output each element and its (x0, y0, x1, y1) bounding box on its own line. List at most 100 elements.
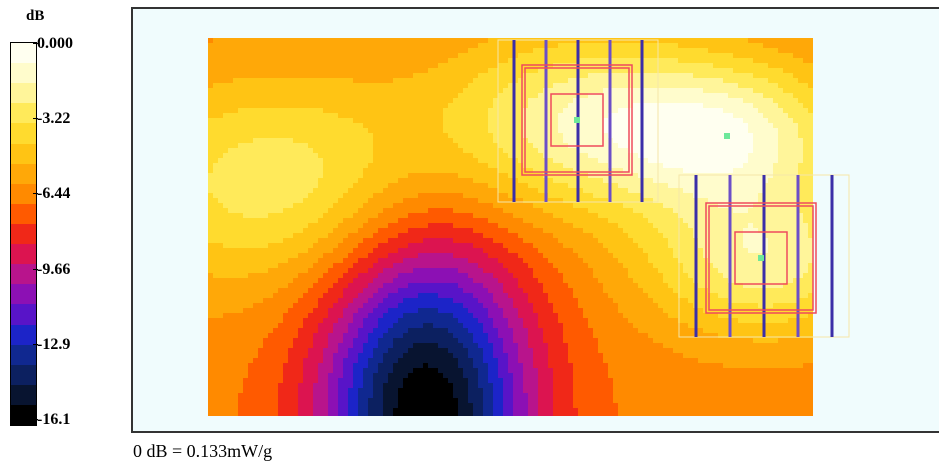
heatmap-cell (783, 198, 789, 204)
heatmap-cell (313, 118, 319, 124)
heatmap-cell (663, 83, 669, 89)
heatmap-cell (428, 153, 434, 159)
heatmap-cell (688, 203, 694, 209)
heatmap-cell (663, 138, 669, 144)
heatmap-cell (648, 108, 654, 114)
heatmap-cell (218, 78, 224, 84)
heatmap-cell (748, 178, 754, 184)
heatmap-cell (368, 228, 374, 234)
heatmap-cell (553, 218, 559, 224)
heatmap-cell (263, 153, 269, 159)
heatmap-cell (378, 118, 384, 124)
heatmap-cell (783, 98, 789, 104)
heatmap-cell (793, 133, 799, 139)
heatmap-cell (683, 228, 689, 234)
heatmap-cell (798, 43, 804, 49)
heatmap-cell (283, 83, 289, 89)
heatmap-cell (453, 178, 459, 184)
heatmap-cell (508, 133, 514, 139)
heatmap-cell (393, 188, 399, 194)
heatmap-cell (738, 53, 744, 59)
heatmap-cell (413, 238, 419, 244)
heatmap-cell (573, 163, 579, 169)
heatmap-cell (233, 103, 239, 109)
heatmap-cell (668, 178, 674, 184)
heatmap-cell (513, 138, 519, 144)
heatmap-cell (433, 158, 439, 164)
heatmap-cell (443, 198, 449, 204)
heatmap-cell (343, 53, 349, 59)
heatmap-cell (648, 98, 654, 104)
heatmap-cell (773, 88, 779, 94)
heatmap-cell (678, 58, 684, 64)
heatmap-cell (718, 183, 724, 189)
heatmap-cell (293, 48, 299, 54)
heatmap-cell (213, 228, 219, 234)
heatmap-cell (353, 213, 359, 219)
heatmap-cell (588, 188, 594, 194)
heatmap-cell (718, 48, 724, 54)
heatmap-cell (323, 133, 329, 139)
heatmap-cell (703, 183, 709, 189)
heatmap-cell (703, 48, 709, 54)
heatmap-cell (598, 213, 604, 219)
heatmap-cell (458, 173, 464, 179)
heatmap-cell (373, 178, 379, 184)
heatmap-cell (653, 113, 659, 119)
heatmap-cell (388, 158, 394, 164)
heatmap-cell (798, 83, 804, 89)
heatmap-cell (593, 38, 599, 44)
heatmap-cell (473, 98, 479, 104)
heatmap-cell (273, 148, 279, 154)
heatmap-cell (738, 48, 744, 54)
heatmap-cell (553, 118, 559, 124)
heatmap-cell (528, 168, 534, 174)
heatmap-cell (788, 148, 794, 154)
heatmap-cell (388, 218, 394, 224)
heatmap-cell (533, 58, 539, 64)
heatmap-cell (688, 88, 694, 94)
heatmap-cell (808, 113, 813, 119)
heatmap-cell (323, 38, 329, 44)
heatmap-cell (773, 213, 779, 219)
heatmap-cell (243, 108, 249, 114)
heatmap-cell (453, 128, 459, 134)
heatmap-cell (298, 88, 304, 94)
heatmap-cell (253, 38, 259, 44)
heatmap-cell (573, 103, 579, 109)
heatmap-cell (628, 168, 634, 174)
heatmap-cell (258, 73, 264, 79)
heatmap-cell (708, 133, 714, 139)
heatmap-cell (413, 203, 419, 209)
heatmap-cell (293, 188, 299, 194)
heatmap-cell (638, 223, 644, 229)
heatmap-cell (528, 73, 534, 79)
heatmap-cell (613, 93, 619, 99)
heatmap-cell (773, 158, 779, 164)
heatmap-cell (398, 203, 404, 209)
heatmap-cell (503, 238, 509, 244)
heatmap-cell (568, 193, 574, 199)
heatmap-cell (588, 193, 594, 199)
heatmap-cell (218, 233, 224, 239)
heatmap-cell (668, 38, 674, 44)
heatmap-cell (683, 43, 689, 49)
heatmap-cell (558, 188, 564, 194)
heatmap-cell (323, 123, 329, 129)
heatmap-cell (793, 93, 799, 99)
heatmap-cell (558, 48, 564, 54)
heatmap-cell (773, 108, 779, 114)
heatmap-cell (388, 153, 394, 159)
heatmap-cell (698, 38, 704, 44)
heatmap-cell (268, 153, 274, 159)
heatmap-cell (798, 163, 804, 169)
heatmap-cell (383, 188, 389, 194)
heatmap-cell (693, 68, 699, 74)
heatmap-cell (393, 78, 399, 84)
heatmap-cell (648, 53, 654, 59)
heatmap-cell (768, 143, 774, 149)
heatmap-cell (503, 198, 509, 204)
heatmap-cell (728, 108, 734, 114)
heatmap-cell (228, 128, 234, 134)
heatmap-cell (768, 213, 774, 219)
